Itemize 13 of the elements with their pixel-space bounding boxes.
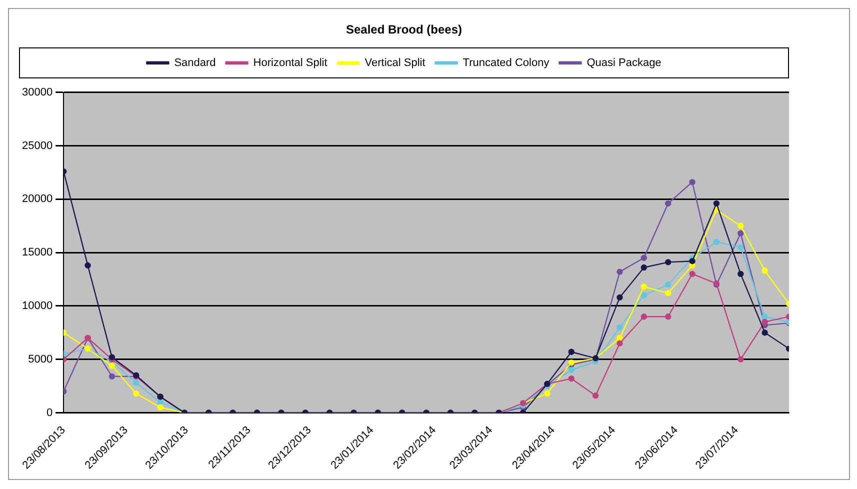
legend-label: Vertical Split xyxy=(364,56,426,69)
y-tick-label: 10000 xyxy=(22,300,53,312)
y-tick-label: 0 xyxy=(46,406,53,419)
chart-title: Sealed Brood (bees) xyxy=(346,22,462,37)
legend-label: Quasi Package xyxy=(586,56,662,69)
y-tick-label: 5000 xyxy=(28,353,53,366)
y-tick-label: 25000 xyxy=(22,140,53,152)
y-tick-label: 20000 xyxy=(22,193,53,206)
legend-label: Truncated Colony xyxy=(462,56,550,69)
legend-label: Sandard xyxy=(174,56,216,69)
y-tick-label: 30000 xyxy=(22,86,53,98)
legend-label: Horizontal Split xyxy=(253,56,328,69)
y-tick-label: 15000 xyxy=(22,246,53,259)
